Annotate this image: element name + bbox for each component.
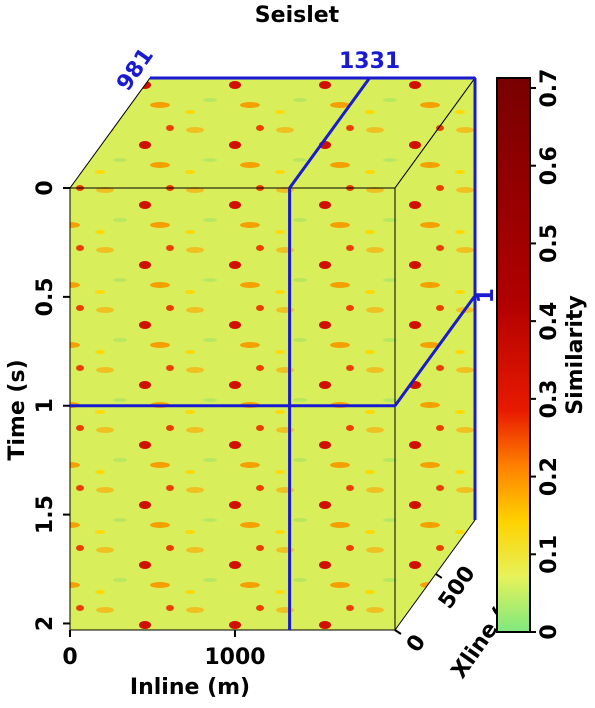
colorbar-tick-label: 0.6 [537,146,562,185]
slice-label: 1331 [339,49,400,74]
colorbar-tick-label: 0.3 [537,379,562,418]
colorbar-tick-label: 0.5 [537,224,562,263]
z-tick [435,573,443,579]
x-tick-label: 0 [62,645,77,670]
x-tick-label: 1000 [204,645,265,670]
y-axis-label: Time (s) [5,359,30,460]
chart-title: Seislet [255,3,340,28]
colorbar-label: Similarity [563,295,588,415]
colorbar-tick-label: 0.7 [537,69,562,108]
z-tick [394,629,402,635]
x-axis-label: Inline (m) [130,675,250,700]
colorbar-tick-label: 0.1 [537,535,562,574]
colorbar-tick-label: 0.2 [537,457,562,496]
colorbar: 0 0.1 0.2 0.3 0.4 0.5 0.6 0.7 [496,69,562,640]
colorbar-tick-label: 0 [537,624,562,639]
slice-label: 1 [474,288,499,303]
y-tick-label: 1 [33,398,58,413]
y-tick-label: 0 [33,180,58,195]
colorbar-scale [496,77,531,633]
y-tick-label: 1.5 [33,495,58,534]
y-tick-label: 2 [33,616,58,631]
front-face [69,187,396,631]
y-tick-label: 0.5 [33,277,58,316]
z-tick-label: 500 [434,562,481,614]
slice-line [288,77,371,189]
z-tick-label: 0 [402,630,431,657]
colorbar-tick-label: 0.4 [537,302,562,341]
slice-line [393,294,477,407]
